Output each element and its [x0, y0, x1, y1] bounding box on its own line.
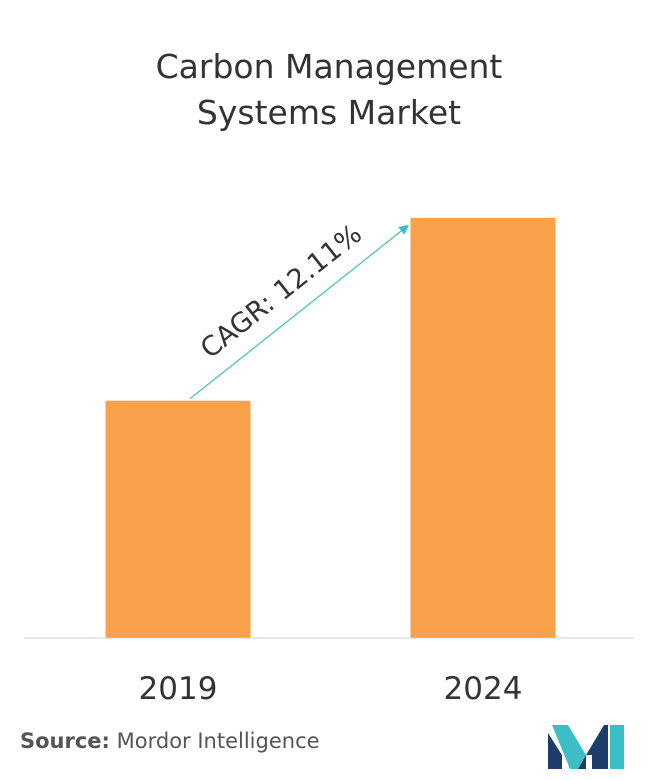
cagr-arrow	[189, 224, 410, 400]
mordor-intelligence-logo-icon	[548, 725, 624, 769]
chart-title-line-2: Systems Market	[196, 93, 462, 132]
cagr-label: CAGR: 12.11%	[195, 219, 368, 365]
x-tick-label-2024: 2024	[444, 671, 523, 707]
bar-2019	[105, 400, 251, 638]
bar-2024	[410, 218, 556, 638]
x-tick-label-2019: 2019	[139, 671, 218, 707]
chart-title-line-1: Carbon Management	[155, 47, 503, 86]
chart-title: Carbon Management Systems Market	[0, 44, 658, 136]
source-name: Mordor Intelligence	[116, 729, 320, 753]
source-note: Source: Mordor Intelligence	[20, 729, 320, 753]
source-label: Source:	[20, 729, 110, 753]
